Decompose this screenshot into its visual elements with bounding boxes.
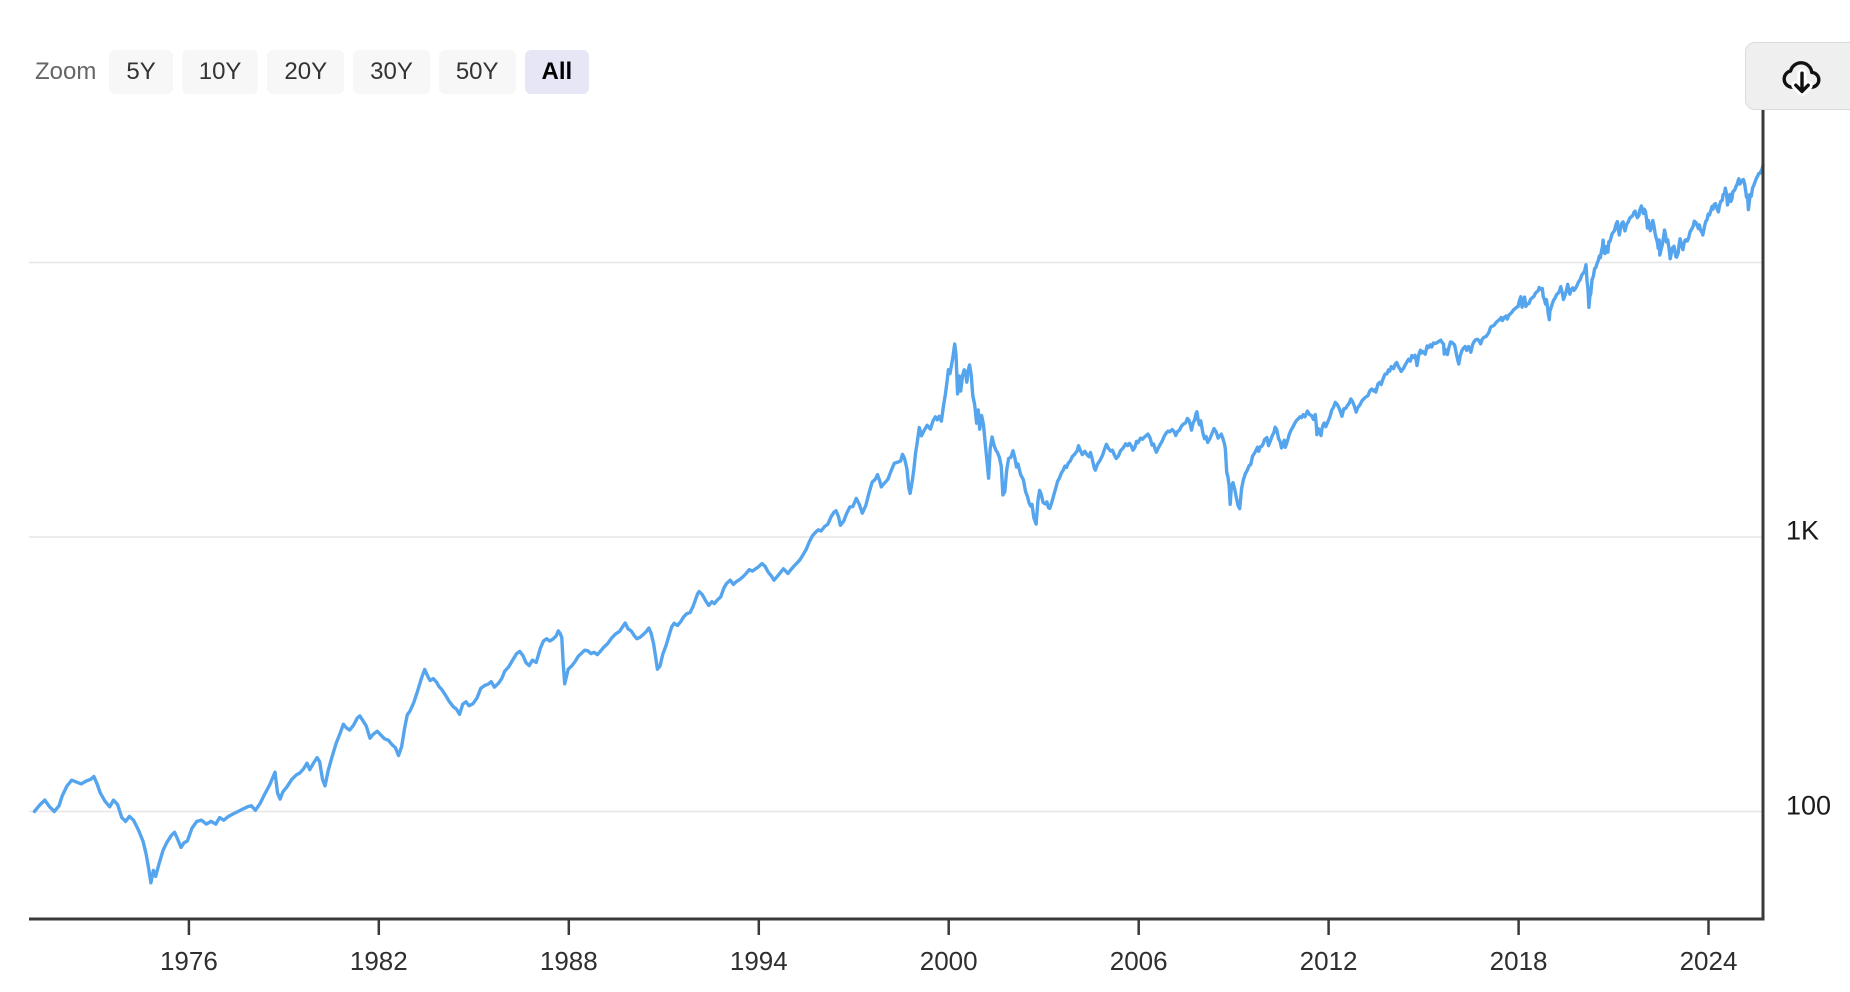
x-axis-label: 1982	[349, 946, 408, 976]
zoom-toolbar: Zoom 5Y 10Y 20Y 30Y 50Y All	[35, 50, 590, 94]
zoom-label: Zoom	[35, 58, 97, 85]
y-axis-label: 1K	[1786, 515, 1820, 546]
x-axis-label: 2018	[1489, 946, 1548, 976]
zoom-button-20y[interactable]: 20Y	[267, 50, 345, 94]
x-axis-label: 2006	[1109, 946, 1168, 976]
zoom-button-50y[interactable]: 50Y	[438, 50, 516, 94]
zoom-button-10y[interactable]: 10Y	[181, 50, 259, 94]
x-axis-label: 1994	[729, 946, 788, 976]
chart-plot-area[interactable]	[29, 110, 1763, 919]
axes	[29, 110, 1765, 935]
zoom-button-30y[interactable]: 30Y	[353, 50, 430, 94]
x-axis-label: 2012	[1299, 946, 1358, 976]
cloud-download-icon	[1776, 52, 1828, 100]
y-axis-label: 100	[1786, 790, 1832, 820]
x-axis-label: 1976	[159, 946, 218, 976]
zoom-button-all[interactable]: All	[524, 50, 590, 94]
x-axis-label: 1988	[539, 946, 598, 976]
x-axis-label: 2000	[919, 946, 978, 976]
price-line-series	[32, 163, 1765, 885]
gridlines	[29, 261, 1763, 813]
zoom-button-5y[interactable]: 5Y	[109, 50, 173, 94]
x-axis-label: 2024	[1679, 946, 1738, 976]
download-button[interactable]	[1745, 42, 1850, 110]
